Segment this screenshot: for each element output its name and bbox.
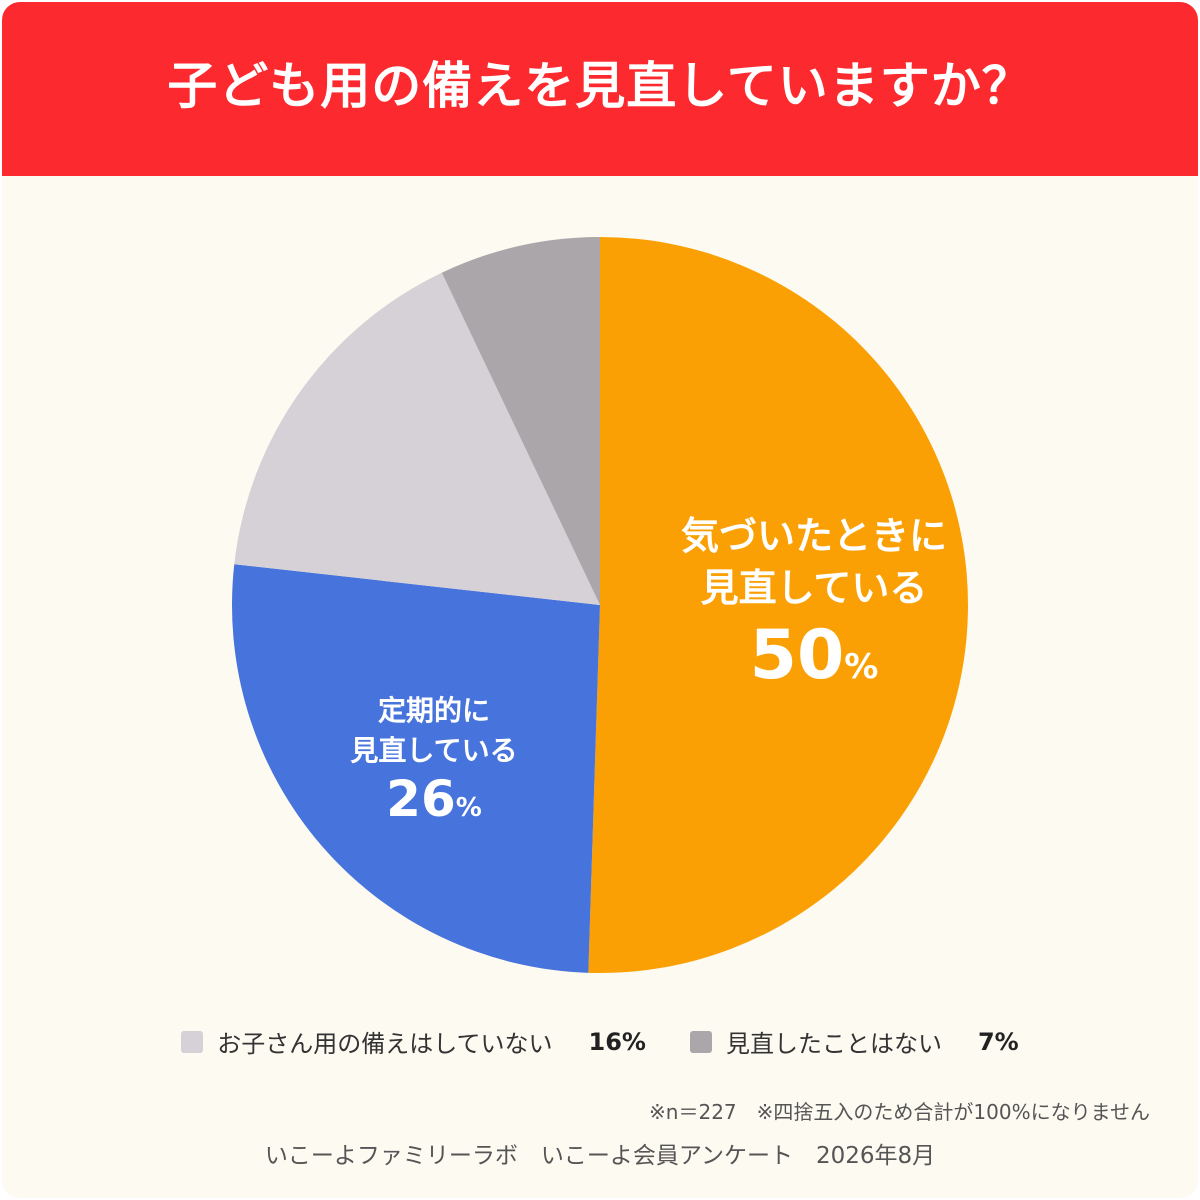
- chart-title: 子ども用の備えを見直していますか？: [167, 57, 1033, 115]
- slice-value: 26%: [386, 770, 482, 829]
- legend: お子さん用の備えはしていない 16% 見直したことはない 7%: [2, 1024, 1198, 1059]
- pie-slice-regular: [231, 564, 600, 973]
- pie-slice-no-preparation: [234, 272, 600, 605]
- slice-label-line1: 気づいたときに: [680, 514, 947, 558]
- legend-swatch: [689, 1030, 712, 1053]
- slice-value: 50%: [749, 616, 879, 696]
- slice-label-line1: 定期的に: [377, 694, 490, 727]
- slice-label-regular: 定期的に 見直している 26%: [284, 694, 584, 829]
- legend-value: 7%: [977, 1027, 1019, 1056]
- legend-label: お子さん用の備えはしていない: [217, 1030, 553, 1058]
- pie-slice-never-reviewed: [441, 237, 600, 605]
- legend-item-no-preparation: お子さん用の備えはしていない 16%: [181, 1024, 646, 1059]
- slice-label-regular-when-noticed: 気づいたときに 見直している 50%: [614, 514, 1014, 697]
- legend-item-never-reviewed: 見直したことはない 7%: [689, 1024, 1019, 1059]
- pie-slice-when-noticed: [588, 237, 969, 973]
- slice-label-line2: 見直している: [700, 565, 928, 610]
- footnote: ※n＝227 ※四捨五入のため合計が100%になりません: [649, 1100, 1150, 1124]
- source-credit: いこーよファミリーラボ いこーよ会員アンケート 2026年8月: [264, 1143, 936, 1169]
- legend-swatch: [181, 1030, 204, 1053]
- title-banner: 子ども用の備えを見直していますか？: [2, 2, 1198, 176]
- legend-value: 16%: [588, 1027, 646, 1056]
- slice-label-line2: 見直している: [350, 733, 518, 767]
- legend-label: 見直したことはない: [725, 1030, 942, 1058]
